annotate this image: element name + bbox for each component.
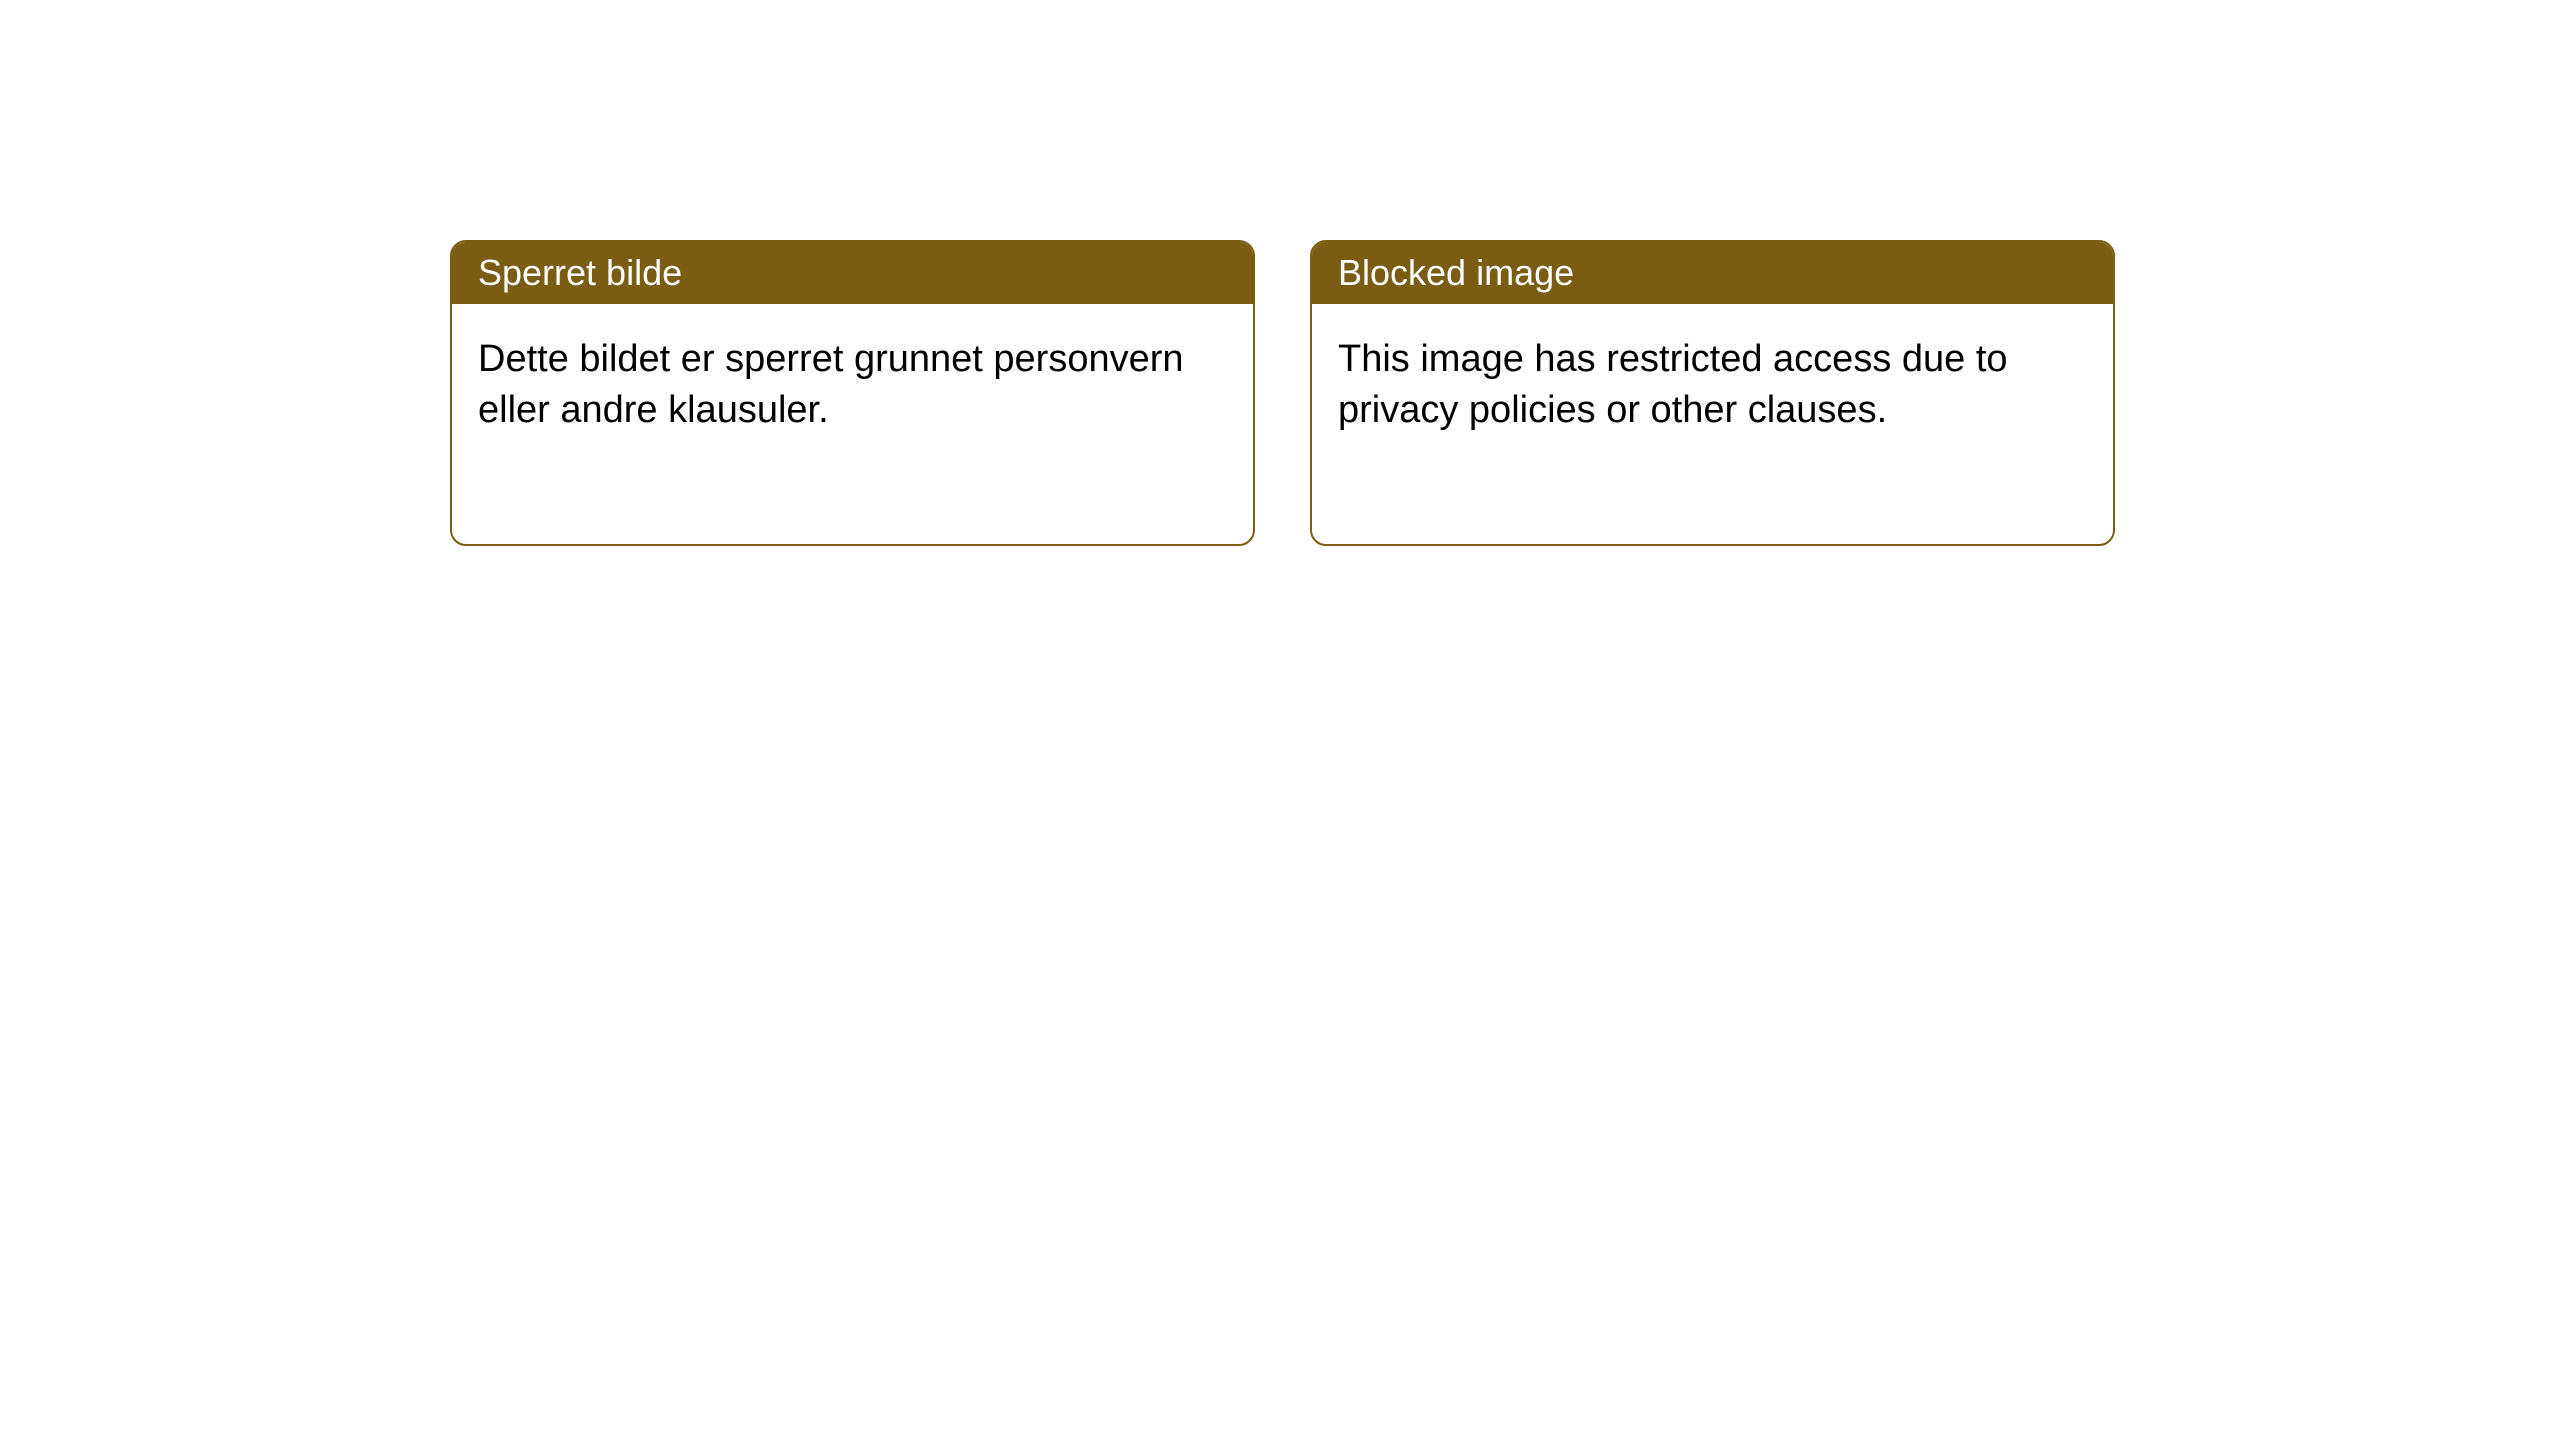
notice-body: Dette bildet er sperret grunnet personve… [452, 304, 1253, 544]
notice-header: Blocked image [1312, 242, 2113, 304]
notice-card-english: Blocked image This image has restricted … [1310, 240, 2115, 546]
notice-title: Sperret bilde [478, 252, 682, 293]
notice-container: Sperret bilde Dette bildet er sperret gr… [450, 240, 2115, 546]
notice-body: This image has restricted access due to … [1312, 304, 2113, 544]
notice-title: Blocked image [1338, 252, 1574, 293]
notice-header: Sperret bilde [452, 242, 1253, 304]
notice-message: This image has restricted access due to … [1338, 338, 2008, 431]
notice-card-norwegian: Sperret bilde Dette bildet er sperret gr… [450, 240, 1255, 546]
notice-message: Dette bildet er sperret grunnet personve… [478, 338, 1184, 431]
